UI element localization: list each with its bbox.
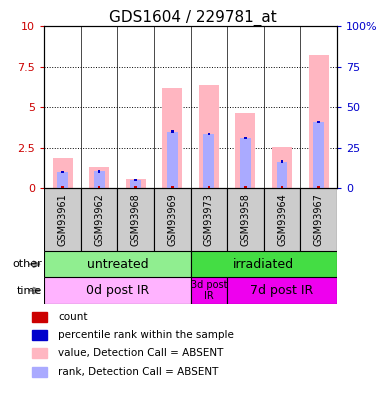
Bar bbox=[191, 277, 227, 304]
Bar bbox=[276, 162, 288, 188]
Bar bbox=[317, 186, 320, 188]
Bar bbox=[208, 186, 210, 188]
Bar bbox=[44, 277, 191, 304]
Text: irradiated: irradiated bbox=[233, 258, 294, 271]
Bar bbox=[162, 88, 182, 188]
Text: 7d post IR: 7d post IR bbox=[250, 284, 314, 297]
Bar bbox=[98, 170, 100, 173]
Bar bbox=[281, 160, 283, 163]
Text: GSM93964: GSM93964 bbox=[277, 193, 287, 246]
Bar bbox=[52, 158, 73, 188]
Bar bbox=[130, 180, 141, 188]
Bar bbox=[167, 132, 178, 188]
Bar bbox=[32, 367, 47, 377]
Bar bbox=[171, 130, 174, 133]
Text: GDS1604 / 229781_at: GDS1604 / 229781_at bbox=[109, 10, 276, 26]
Bar bbox=[244, 137, 247, 139]
Bar bbox=[227, 188, 264, 251]
Bar bbox=[308, 55, 329, 188]
Text: count: count bbox=[58, 312, 88, 322]
Bar bbox=[32, 330, 47, 340]
Bar bbox=[235, 113, 256, 188]
Text: rank, Detection Call = ABSENT: rank, Detection Call = ABSENT bbox=[58, 367, 219, 377]
Text: time: time bbox=[17, 286, 42, 296]
Bar bbox=[44, 188, 81, 251]
Bar bbox=[98, 186, 100, 188]
Bar bbox=[117, 188, 154, 251]
Bar bbox=[208, 133, 210, 135]
Bar bbox=[244, 186, 247, 188]
Text: GSM93962: GSM93962 bbox=[94, 193, 104, 246]
Bar bbox=[61, 171, 64, 173]
Text: other: other bbox=[13, 259, 42, 269]
Text: percentile rank within the sample: percentile rank within the sample bbox=[58, 330, 234, 340]
Text: GSM93968: GSM93968 bbox=[131, 193, 141, 246]
Bar bbox=[171, 186, 174, 188]
Bar bbox=[264, 188, 300, 251]
Bar bbox=[61, 186, 64, 188]
Bar bbox=[154, 188, 191, 251]
Bar bbox=[134, 186, 137, 188]
Bar bbox=[227, 277, 337, 304]
Bar bbox=[317, 121, 320, 123]
Bar bbox=[300, 188, 337, 251]
Bar bbox=[203, 134, 214, 188]
Bar bbox=[126, 179, 146, 188]
Text: GSM93973: GSM93973 bbox=[204, 193, 214, 246]
Bar bbox=[272, 147, 292, 188]
Bar bbox=[32, 348, 47, 358]
Bar bbox=[281, 186, 283, 188]
Text: untreated: untreated bbox=[87, 258, 148, 271]
Bar bbox=[94, 171, 105, 188]
Bar bbox=[191, 188, 227, 251]
Bar bbox=[89, 167, 109, 188]
Text: value, Detection Call = ABSENT: value, Detection Call = ABSENT bbox=[58, 348, 224, 358]
Bar bbox=[57, 172, 68, 188]
Bar bbox=[199, 85, 219, 188]
Text: GSM93969: GSM93969 bbox=[167, 193, 177, 246]
Bar bbox=[134, 179, 137, 181]
Text: 3d post
IR: 3d post IR bbox=[191, 280, 227, 301]
Text: GSM93958: GSM93958 bbox=[241, 193, 250, 246]
Bar bbox=[32, 312, 47, 322]
Bar bbox=[81, 188, 117, 251]
Bar bbox=[313, 122, 324, 188]
Bar bbox=[44, 251, 191, 277]
Bar bbox=[240, 138, 251, 188]
Text: GSM93961: GSM93961 bbox=[58, 193, 67, 246]
Text: GSM93967: GSM93967 bbox=[314, 193, 323, 246]
Text: 0d post IR: 0d post IR bbox=[86, 284, 149, 297]
Bar bbox=[191, 251, 337, 277]
